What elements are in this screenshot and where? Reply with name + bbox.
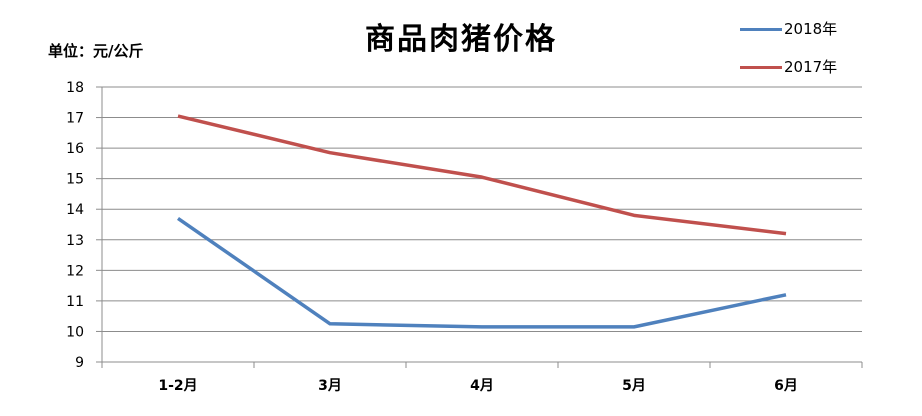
legend: 2018年 2017年 [740, 18, 910, 94]
y-tick-label-16: 16 [66, 141, 84, 157]
y-tick-label-17: 17 [66, 111, 84, 127]
legend-label-2018: 2018年 [784, 20, 838, 38]
legend-swatch-2017 [740, 66, 782, 69]
x-tick-label-4: 6月 [774, 378, 798, 394]
legend-item-2017: 2017年 [740, 56, 910, 94]
unit-label: 单位：元/公斤 [48, 42, 144, 60]
x-tick-label-2: 4月 [470, 378, 494, 394]
y-tick-label-12: 12 [66, 263, 84, 279]
y-tick-label-15: 15 [66, 172, 84, 188]
y-tick-label-9: 9 [75, 355, 84, 371]
legend-swatch-2018 [740, 28, 782, 31]
series-line-0 [177, 216, 787, 329]
y-tick-label-11: 11 [66, 294, 84, 310]
series-line-1 [177, 114, 787, 236]
x-tick-label-0: 1-2月 [158, 378, 197, 394]
y-tick-label-13: 13 [66, 233, 84, 249]
x-tick-label-1: 3月 [318, 378, 342, 394]
y-tick-label-10: 10 [66, 324, 84, 340]
legend-label-2017: 2017年 [784, 58, 838, 76]
chart-title: 商品肉猪价格 [365, 22, 557, 57]
legend-item-2018: 2018年 [740, 18, 910, 56]
y-tick-label-14: 14 [66, 202, 84, 218]
y-tick-label-18: 18 [66, 80, 84, 96]
x-tick-label-3: 5月 [622, 378, 646, 394]
